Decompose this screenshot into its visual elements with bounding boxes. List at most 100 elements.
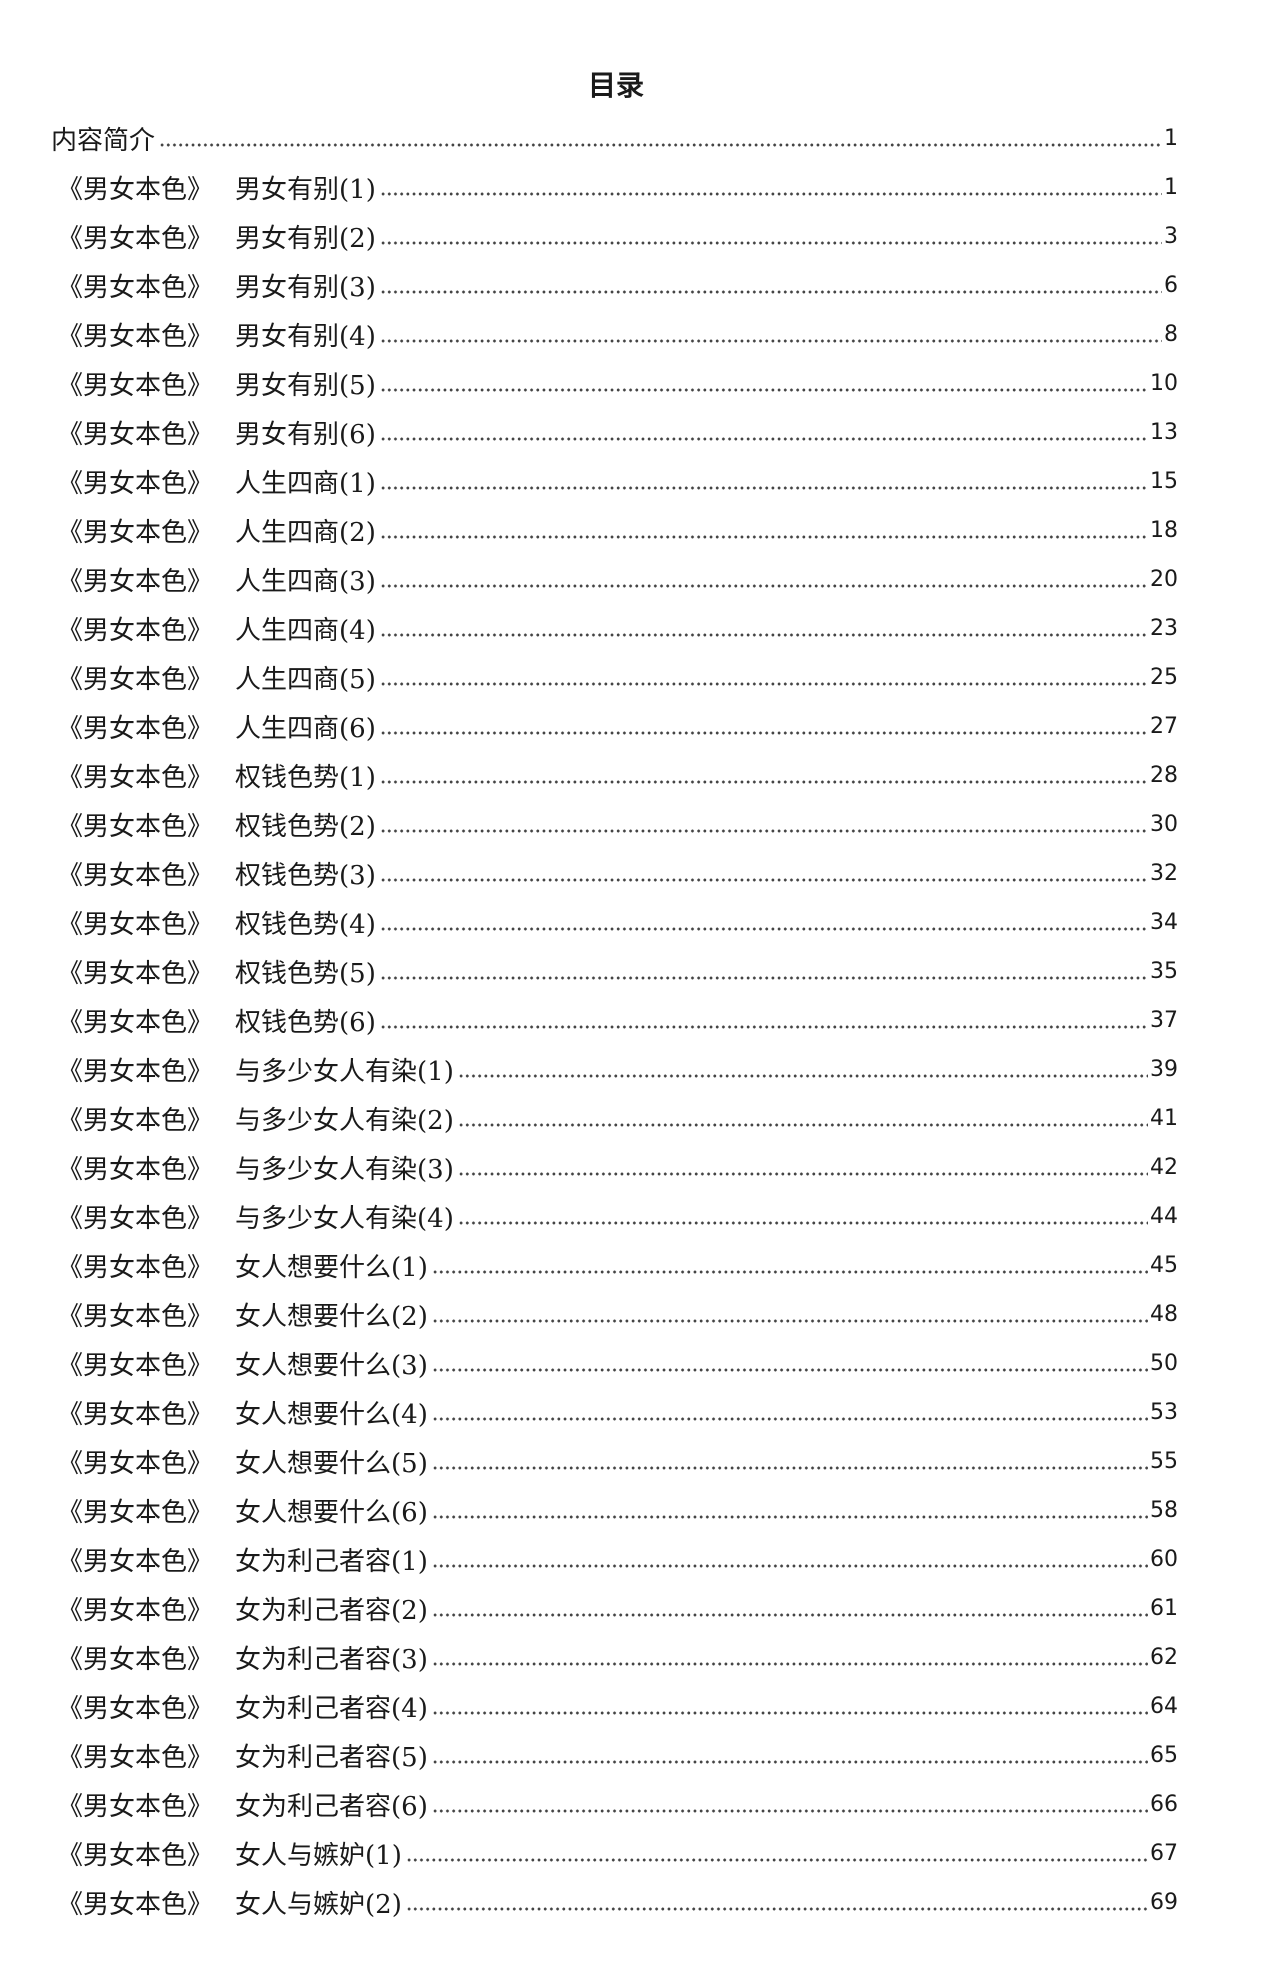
- dot-leader: [405, 1857, 1148, 1862]
- toc-chapter-title: 人生四商(1): [235, 469, 376, 499]
- toc-entry[interactable]: 《男女本色》 权钱色势(6) 37: [51, 996, 1178, 1045]
- toc-entry[interactable]: 《男女本色》 人生四商(2) 18: [51, 506, 1178, 555]
- toc-page-number: 48: [1150, 1302, 1178, 1327]
- toc-chapter-title: 权钱色势(5): [235, 959, 376, 989]
- toc-page-number: 45: [1150, 1253, 1178, 1278]
- toc-entry[interactable]: 《男女本色》 女人想要什么(5) 55: [51, 1437, 1178, 1486]
- toc-book-title: 《男女本色》: [57, 1596, 214, 1626]
- toc-entry[interactable]: 《男女本色》 女人想要什么(4) 53: [51, 1388, 1178, 1437]
- dot-leader: [379, 436, 1148, 441]
- toc-page-number: 60: [1150, 1547, 1178, 1572]
- toc-book-title: 《男女本色》: [57, 1890, 214, 1920]
- toc-chapter-title: 女人想要什么(1): [235, 1253, 428, 1283]
- toc-book-title: 《男女本色》: [57, 1498, 214, 1528]
- dot-leader: [379, 485, 1148, 490]
- dot-leader: [431, 1416, 1148, 1421]
- dot-leader: [431, 1514, 1148, 1519]
- dot-leader: [431, 1808, 1148, 1813]
- toc-chapter-title: 男女有别(5): [235, 371, 376, 401]
- toc-chapter-title: 人生四商(3): [235, 567, 376, 597]
- toc-entry[interactable]: 《男女本色》 男女有别(2) 3: [51, 212, 1178, 261]
- toc-book-title: 《男女本色》: [57, 322, 214, 352]
- dot-leader: [379, 338, 1162, 343]
- toc-entry[interactable]: 《男女本色》 权钱色势(3) 32: [51, 849, 1178, 898]
- toc-page-number: 53: [1150, 1400, 1178, 1425]
- toc-entry[interactable]: 《男女本色》 男女有别(5) 10: [51, 359, 1178, 408]
- toc-page-number: 13: [1150, 420, 1178, 445]
- toc-page-number: 66: [1150, 1792, 1178, 1817]
- toc-entry[interactable]: 《男女本色》 女人想要什么(6) 58: [51, 1486, 1178, 1535]
- toc-chapter-title: 女人想要什么(5): [235, 1449, 428, 1479]
- toc-chapter-title: 男女有别(3): [235, 273, 376, 303]
- toc-entry[interactable]: 《男女本色》 女为利己者容(2) 61: [51, 1584, 1178, 1633]
- toc-entry[interactable]: 《男女本色》 女人想要什么(2) 48: [51, 1290, 1178, 1339]
- dot-leader: [379, 240, 1162, 245]
- toc-page-number: 15: [1150, 469, 1178, 494]
- toc-entry[interactable]: 《男女本色》 权钱色势(1) 28: [51, 751, 1178, 800]
- toc-entry[interactable]: 《男女本色》 男女有别(4) 8: [51, 310, 1178, 359]
- toc-chapter-title: 女人想要什么(4): [235, 1400, 428, 1430]
- toc-chapter-title: 权钱色势(6): [235, 1008, 376, 1038]
- table-of-contents: 内容简介 1 《男女本色》 男女有别(1) 1 《男女本色》 男女有别(2) 3 《男女本色…: [51, 114, 1178, 1927]
- toc-entry[interactable]: 《男女本色》 与多少女人有染(2) 41: [51, 1094, 1178, 1143]
- toc-entry[interactable]: 《男女本色》 男女有别(1) 1: [51, 163, 1178, 212]
- toc-chapter-title: 人生四商(5): [235, 665, 376, 695]
- toc-page-number: 20: [1150, 567, 1178, 592]
- toc-book-title: 《男女本色》: [57, 371, 214, 401]
- toc-chapter-title: 人生四商(2): [235, 518, 376, 548]
- toc-page-number: 67: [1150, 1841, 1178, 1866]
- toc-entry[interactable]: 《男女本色》 女为利己者容(4) 64: [51, 1682, 1178, 1731]
- toc-chapter-title: 女为利己者容(5): [235, 1743, 428, 1773]
- toc-entry[interactable]: 《男女本色》 男女有别(3) 6: [51, 261, 1178, 310]
- toc-chapter-title: 女人想要什么(6): [235, 1498, 428, 1528]
- dot-leader: [379, 681, 1148, 686]
- toc-entry[interactable]: 《男女本色》 人生四商(1) 15: [51, 457, 1178, 506]
- dot-leader: [431, 1318, 1148, 1323]
- toc-chapter-title: 人生四商(6): [235, 714, 376, 744]
- toc-entry[interactable]: 《男女本色》 男女有别(6) 13: [51, 408, 1178, 457]
- toc-chapter-title: 女为利己者容(2): [235, 1596, 428, 1626]
- toc-book-title: 《男女本色》: [57, 1008, 214, 1038]
- toc-book-title: 《男女本色》: [57, 1743, 214, 1773]
- toc-book-title: 《男女本色》: [57, 1204, 214, 1234]
- toc-entry[interactable]: 《男女本色》 与多少女人有染(4) 44: [51, 1192, 1178, 1241]
- toc-book-title: 《男女本色》: [57, 763, 214, 793]
- dot-leader: [379, 1024, 1148, 1029]
- toc-entry[interactable]: 《男女本色》 权钱色势(5) 35: [51, 947, 1178, 996]
- toc-book-title: 《男女本色》: [57, 1400, 214, 1430]
- toc-entry[interactable]: 《男女本色》 女人与嫉妒(2) 69: [51, 1878, 1178, 1927]
- toc-page-number: 65: [1150, 1743, 1178, 1768]
- toc-page-number: 32: [1150, 861, 1178, 886]
- toc-book-title: 《男女本色》: [57, 861, 214, 891]
- toc-page-number: 25: [1150, 665, 1178, 690]
- toc-entry[interactable]: 《男女本色》 人生四商(4) 23: [51, 604, 1178, 653]
- toc-entry[interactable]: 《男女本色》 人生四商(3) 20: [51, 555, 1178, 604]
- toc-chapter-title: 男女有别(6): [235, 420, 376, 450]
- toc-entry[interactable]: 《男女本色》 人生四商(5) 25: [51, 653, 1178, 702]
- toc-page-number: 58: [1150, 1498, 1178, 1523]
- toc-book-title: 《男女本色》: [57, 1253, 214, 1283]
- toc-entry[interactable]: 《男女本色》 女人想要什么(1) 45: [51, 1241, 1178, 1290]
- toc-entry[interactable]: 《男女本色》 与多少女人有染(3) 42: [51, 1143, 1178, 1192]
- toc-entry[interactable]: 《男女本色》 权钱色势(4) 34: [51, 898, 1178, 947]
- toc-page-number: 28: [1150, 763, 1178, 788]
- toc-entry[interactable]: 《男女本色》 女为利己者容(6) 66: [51, 1780, 1178, 1829]
- toc-entry[interactable]: 《男女本色》 权钱色势(2) 30: [51, 800, 1178, 849]
- toc-entry[interactable]: 《男女本色》 女为利己者容(5) 65: [51, 1731, 1178, 1780]
- toc-book-title: 《男女本色》: [57, 1155, 214, 1185]
- toc-page-number: 69: [1150, 1890, 1178, 1915]
- toc-page-number: 27: [1150, 714, 1178, 739]
- toc-entry[interactable]: 《男女本色》 女人与嫉妒(1) 67: [51, 1829, 1178, 1878]
- toc-entry[interactable]: 《男女本色》 与多少女人有染(1) 39: [51, 1045, 1178, 1094]
- toc-entry[interactable]: 《男女本色》 女人想要什么(3) 50: [51, 1339, 1178, 1388]
- dot-leader: [379, 975, 1148, 980]
- toc-entry-intro[interactable]: 内容简介 1: [51, 114, 1178, 163]
- toc-entry[interactable]: 《男女本色》 女为利己者容(3) 62: [51, 1633, 1178, 1682]
- toc-entry[interactable]: 《男女本色》 人生四商(6) 27: [51, 702, 1178, 751]
- toc-chapter-title: 男女有别(4): [235, 322, 376, 352]
- toc-page-number: 41: [1150, 1106, 1178, 1131]
- toc-entry[interactable]: 《男女本色》 女为利己者容(1) 60: [51, 1535, 1178, 1584]
- toc-book-title: 《男女本色》: [57, 1547, 214, 1577]
- toc-title: 目录: [587, 69, 644, 102]
- toc-book-title: 《男女本色》: [57, 812, 214, 842]
